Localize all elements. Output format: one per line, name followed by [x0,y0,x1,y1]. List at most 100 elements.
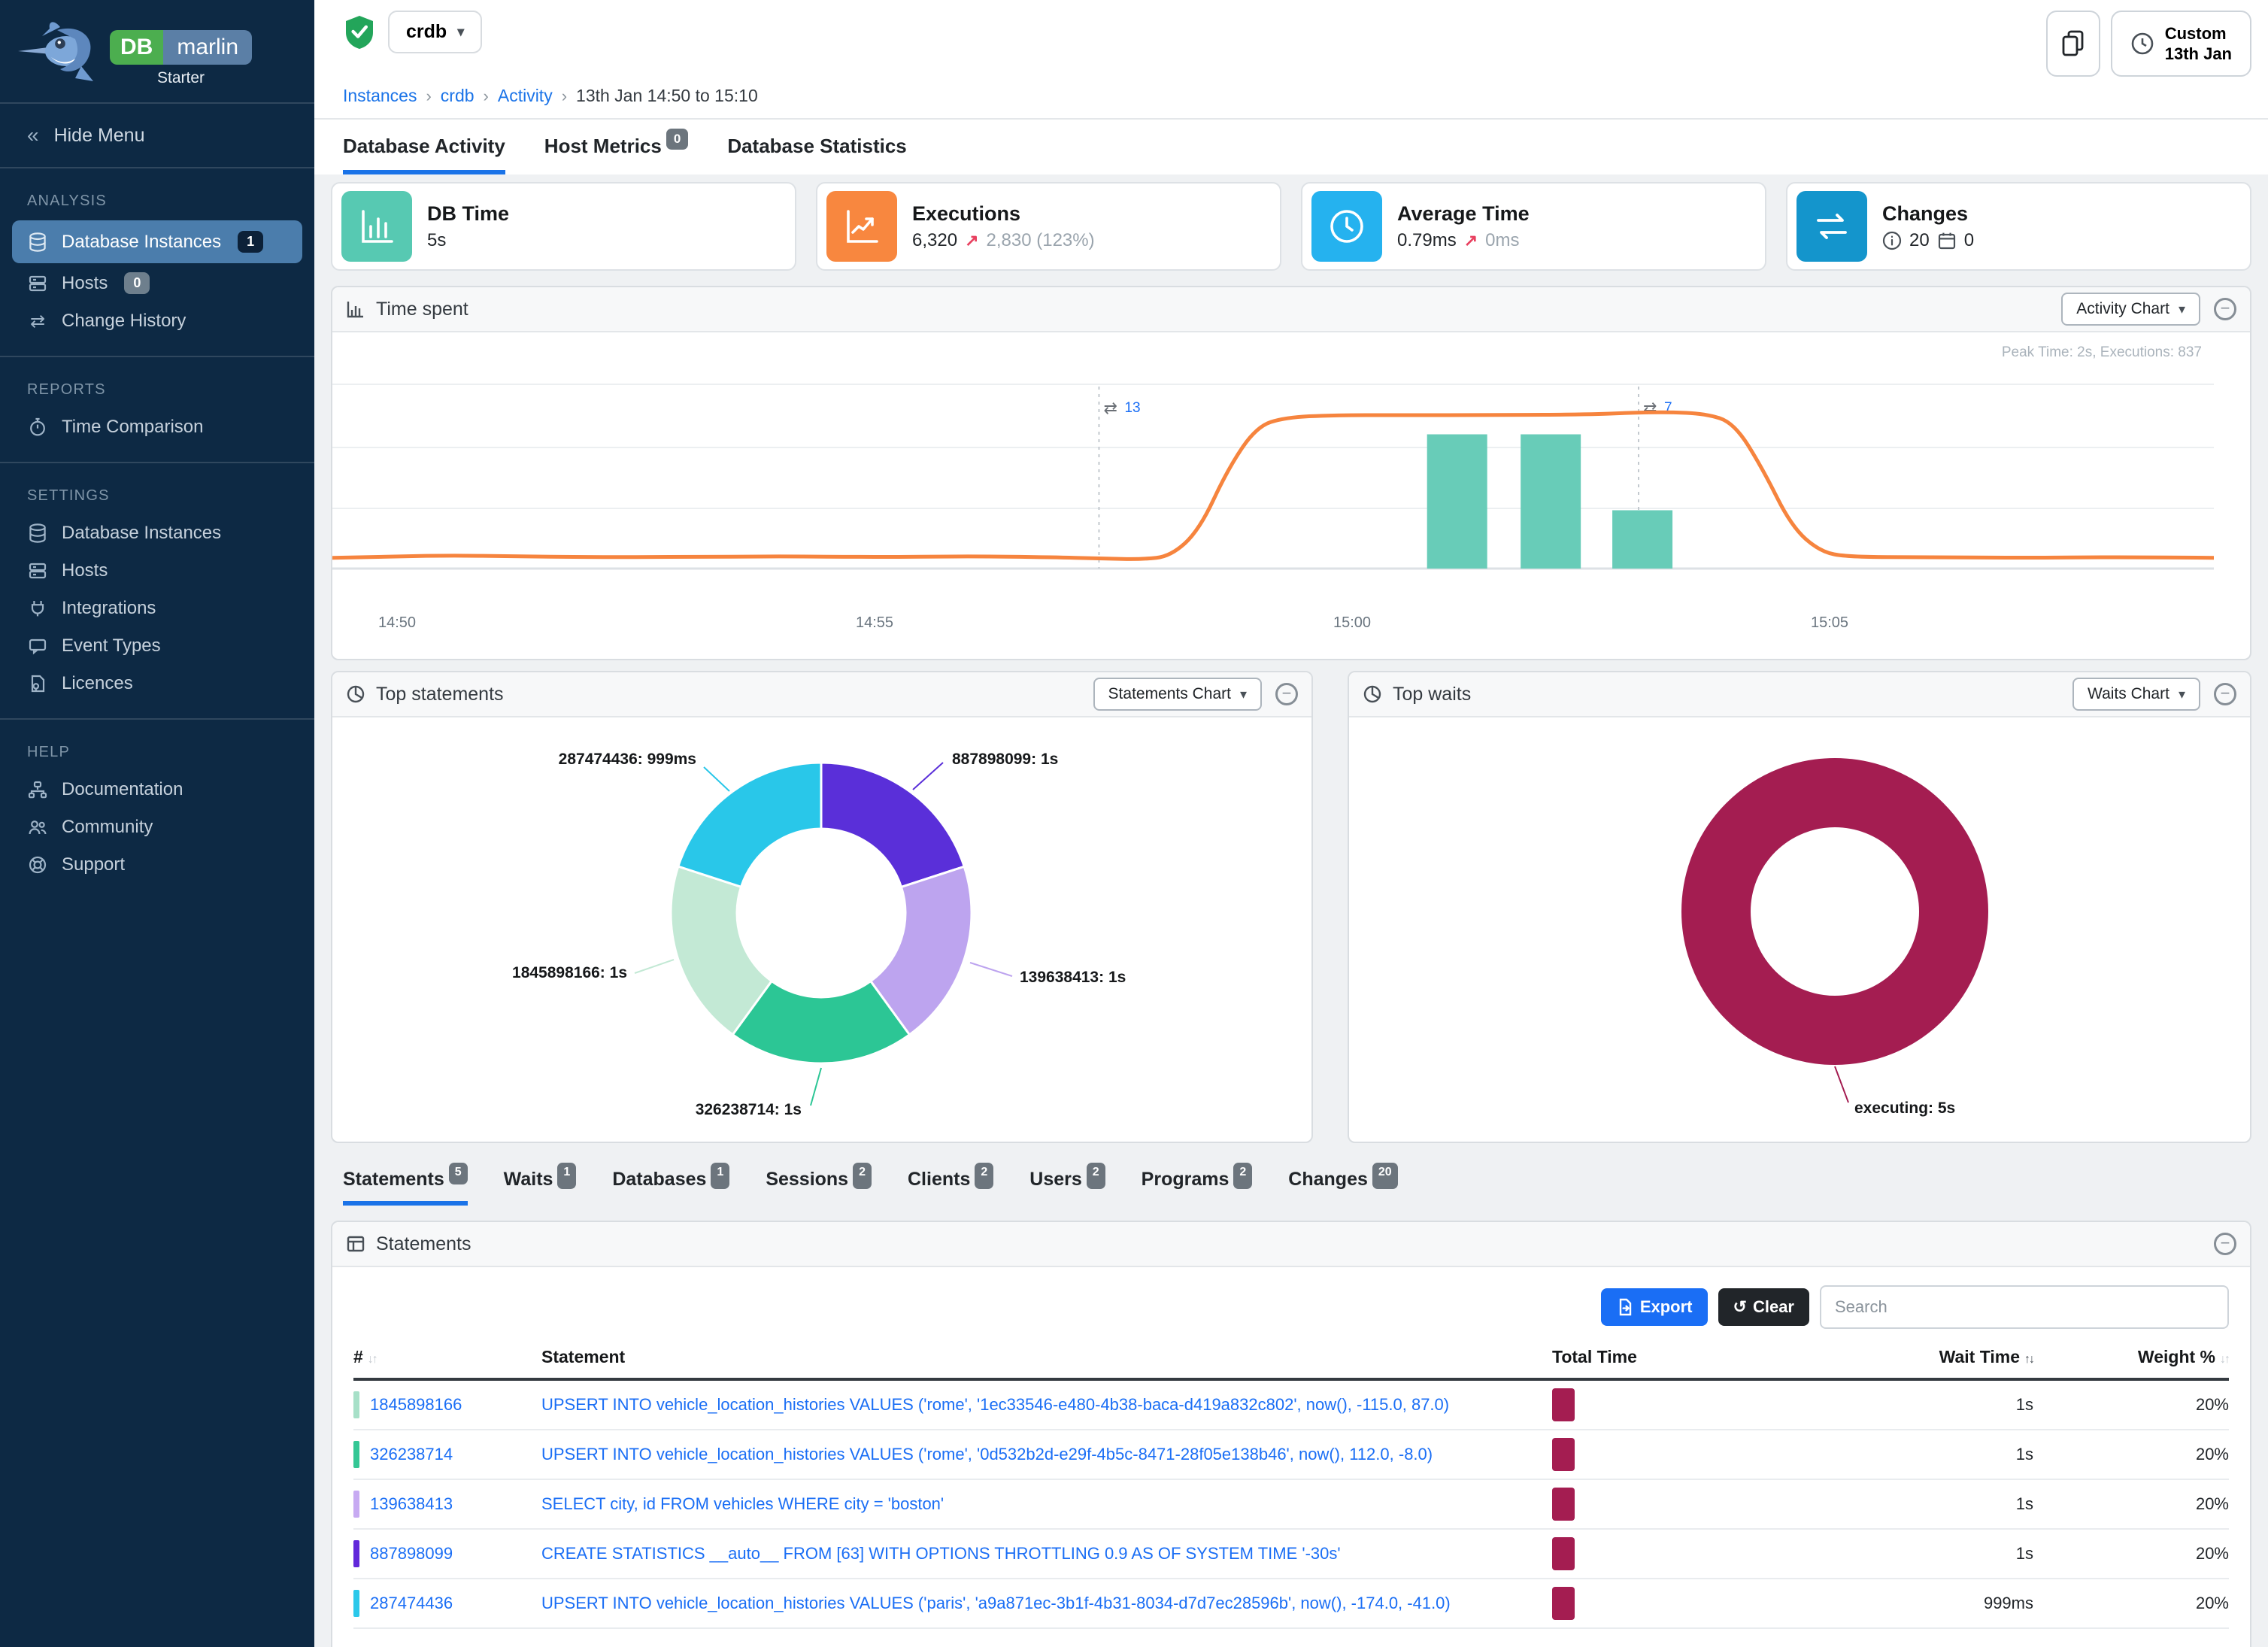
donut-slice-139638413[interactable] [869,865,973,1036]
tab-statements[interactable]: Statements 5 [343,1163,468,1206]
statement-link[interactable]: CREATE STATISTICS __auto__ FROM [63] WIT… [541,1544,1341,1563]
clear-button[interactable]: ↺ Clear [1718,1288,1809,1326]
statement-link[interactable]: SELECT city, id FROM vehicles WHERE city… [541,1494,944,1513]
events-icon [27,635,48,657]
statement-color-chip [353,1540,359,1567]
activity-chart-select[interactable]: Activity Chart ▾ [2061,293,2200,326]
statement-id-link[interactable]: 287474436 [370,1594,453,1612]
sidebar-item-settings-hosts[interactable]: Hosts [12,553,302,589]
sidebar-item-label: Event Types [62,635,161,656]
statement-id-link[interactable]: 1845898166 [370,1395,462,1414]
sidebar-item-support[interactable]: Support [12,847,302,883]
count-badge: 1 [711,1163,730,1189]
collapse-panel-button[interactable]: − [2214,683,2236,705]
export-button[interactable]: Export [1600,1288,1708,1326]
collapse-panel-button[interactable]: − [2214,1233,2236,1255]
section-title: ANALYSIS [27,193,107,209]
tab-waits[interactable]: Waits 1 [504,1163,577,1206]
sidebar-item-time-comparison[interactable]: Time Comparison [12,409,302,445]
changes-info-count: 20 [1909,229,1930,250]
col-number[interactable]: # ↓↑ [353,1347,378,1366]
sidebar-item-documentation[interactable]: Documentation [12,772,302,808]
tab-users[interactable]: Users 2 [1029,1163,1105,1206]
weight-value: 20% [2195,1445,2229,1463]
donut-slice-887898099[interactable] [820,761,966,889]
donut-label-139638413: 139638413: 1s [1020,969,1126,986]
life-ring-icon [27,854,48,875]
breadcrumb-separator: › [426,86,432,105]
statement-id-link[interactable]: 139638413 [370,1494,453,1513]
table-row: 287474436 UPSERT INTO vehicle_location_hi… [353,1579,2229,1629]
tab-clients[interactable]: Clients 2 [908,1163,994,1206]
tab-label: Sessions [766,1169,849,1190]
statements-chart-select[interactable]: Statements Chart ▾ [1093,678,1262,711]
hide-menu-label: Hide Menu [53,124,145,146]
col-wait-time[interactable]: Wait Time ↑↓ [1939,1347,2035,1366]
time-range-button[interactable]: Custom 13th Jan [2110,11,2251,77]
collapse-panel-button[interactable]: − [1275,683,1298,705]
sidebar-item-settings-database-instances[interactable]: Database Instances [12,515,302,551]
time-spent-panel: Time spent Activity Chart ▾ − ⇄ 13 ⇄ 7 14:50… [331,286,2251,660]
wait-time-value: 1s [2015,1494,2033,1513]
waits-chart-select[interactable]: Waits Chart ▾ [2072,678,2200,711]
statement-link[interactable]: UPSERT INTO vehicle_location_histories V… [541,1445,1433,1463]
sidebar-item-community[interactable]: Community [12,809,302,845]
tab-databases[interactable]: Databases 1 [612,1163,730,1206]
panel-title: Top statements [376,683,504,705]
collapse-panel-button[interactable]: − [2214,298,2236,320]
breadcrumb-link-instances[interactable]: Instances [343,86,417,105]
section-title: SETTINGS [27,487,110,504]
breadcrumb-link-crdb[interactable]: crdb [440,86,475,105]
panel-title: Time spent [376,298,468,320]
panel-title: Top waits [1393,683,1472,705]
statement-link[interactable]: UPSERT INTO vehicle_location_histories V… [541,1594,1451,1612]
tab-programs[interactable]: Programs 2 [1142,1163,1253,1206]
sidebar-item-licences[interactable]: Licences [12,666,302,702]
sidebar-item-database-instances[interactable]: Database Instances 1 [12,220,302,263]
weight-value: 20% [2195,1594,2229,1612]
swap-arrows-icon [1797,191,1867,262]
search-input[interactable] [1820,1285,2229,1329]
server-icon [27,560,48,581]
tab-sessions[interactable]: Sessions 2 [766,1163,872,1206]
statement-link[interactable]: UPSERT INTO vehicle_location_histories V… [541,1395,1450,1414]
col-total-time[interactable]: Total Time [1552,1347,1637,1366]
breadcrumb-link-activity[interactable]: Activity [497,86,553,105]
donut-slice-326238714[interactable] [731,979,911,1065]
tab-database-statistics[interactable]: Database Statistics [727,135,906,174]
statement-id-link[interactable]: 887898099 [370,1544,453,1563]
card-title: Average Time [1397,202,1530,225]
tab-host-metrics[interactable]: Host Metrics 0 [544,129,689,174]
copy-link-button[interactable] [2045,11,2100,77]
donut-slice-287474436[interactable] [676,761,823,889]
brand-logo: DB marlin Starter [0,0,314,102]
count-badge: 1 [557,1163,577,1189]
time-spent-chart: ⇄ 13 ⇄ 7 14:50 14:55 15:00 15:05 Peak Time: 2s, … [332,332,2250,659]
col-weight[interactable]: Weight % ↓↑ [2137,1347,2230,1366]
total-time-bar [1552,1488,1575,1521]
people-icon [27,817,48,838]
select-label: Statements Chart [1108,685,1231,702]
col-statement[interactable]: Statement [541,1347,626,1366]
donut-label-287474436: 287474436: 999ms [559,751,696,768]
detail-tabs: Statements 5 Waits 1 Databases 1 Session… [314,1143,2268,1206]
tab-label: Users [1029,1169,1082,1190]
sidebar: DB marlin Starter « Hide Menu ANALYSIS D… [0,0,314,1647]
sidebar-section-reports: REPORTS Time Comparison [0,357,314,463]
statements-toolbar: Export ↺ Clear [353,1285,2229,1329]
sidebar-item-integrations[interactable]: Integrations [12,590,302,626]
donut-slice-1845898166[interactable] [669,865,774,1036]
sidebar-item-event-types[interactable]: Event Types [12,628,302,664]
sidebar-item-change-history[interactable]: ⇄ Change History [12,303,302,339]
divider [0,718,314,720]
sidebar-item-label: Database Instances [62,523,222,543]
time-spent-header: Time spent Activity Chart ▾ − [332,287,2250,332]
tab-database-activity[interactable]: Database Activity [343,135,505,174]
instance-selector[interactable]: crdb ▾ [388,11,483,53]
hide-menu-button[interactable]: « Hide Menu [0,104,314,167]
svg-text:Peak Time: 2s, Executions: 837: Peak Time: 2s, Executions: 837 [2002,344,2202,360]
statement-id-link[interactable]: 326238714 [370,1445,453,1463]
sidebar-item-hosts[interactable]: Hosts 0 [12,265,302,302]
tab-changes[interactable]: Changes 20 [1288,1163,1398,1206]
count-badge: 20 [1372,1163,1398,1189]
